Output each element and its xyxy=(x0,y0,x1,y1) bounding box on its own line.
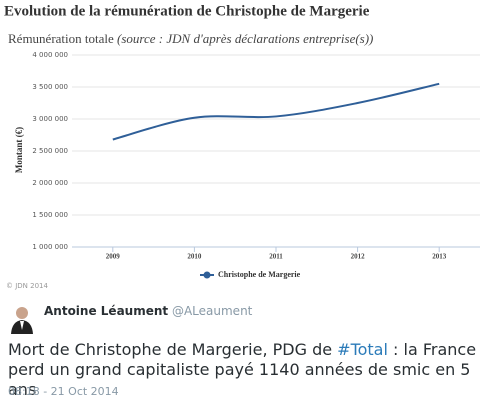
y-tick-label: 3 000 000 xyxy=(32,115,68,123)
y-tick-label: 4 000 000 xyxy=(32,51,68,59)
x-tick-label: 2011 xyxy=(269,253,283,261)
avatar xyxy=(8,304,36,334)
text: Mort de Christophe de Margerie, PDG de xyxy=(8,340,338,359)
tweet-text: Mort de Christophe de Margerie, PDG de #… xyxy=(8,340,483,400)
y-tick-label: 1 000 000 xyxy=(32,243,68,251)
x-tick-label: 2013 xyxy=(432,253,447,261)
tweet-handle[interactable]: @ALeaument xyxy=(171,304,253,318)
chart: Evolution de la rémunération de Christop… xyxy=(4,3,480,290)
line xyxy=(112,82,440,141)
y-tick-label: 2 500 000 xyxy=(32,147,68,155)
subtitle-source: (source : JDN d'après déclarations entre… xyxy=(117,31,373,46)
legend-marker xyxy=(203,271,211,279)
chart-subtitle: Rémunération totale (source : JDN d'aprè… xyxy=(8,31,373,46)
subtitle: Rémunération totale xyxy=(8,31,114,46)
tweet-author[interactable]: Antoine Léaument xyxy=(44,304,169,318)
text: : la France perd un grand capitaliste pa… xyxy=(8,340,477,399)
y-axis-label: Montant (€) xyxy=(14,127,24,173)
chart-title: Evolution de la rémunération de Christop… xyxy=(4,3,370,19)
x-tick-label: 2009 xyxy=(106,253,121,261)
y-tick-label: 3 500 000 xyxy=(32,83,68,91)
tweet-time[interactable]: 08:18 - 21 Oct 2014 xyxy=(8,385,119,398)
y-tick-label: 2 000 000 xyxy=(32,179,68,187)
credit: © JDN 2014 xyxy=(6,282,49,290)
x-tick-label: 2012 xyxy=(351,253,366,261)
legend-label: Christophe de Margerie xyxy=(218,270,301,279)
x-tick-label: 2010 xyxy=(187,253,202,261)
hashtag[interactable]: #Total xyxy=(337,340,388,359)
tweet-header: Antoine Léaument @ALeaument xyxy=(44,304,252,318)
y-tick-label: 1 500 000 xyxy=(32,211,68,219)
